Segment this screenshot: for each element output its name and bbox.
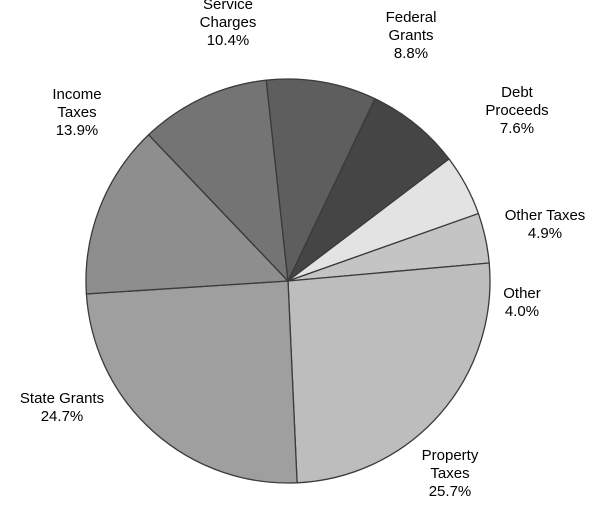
pie-slice <box>287 97 450 282</box>
slice-name-label: State Grants <box>20 390 104 407</box>
pie-slice <box>147 79 289 283</box>
slice-name-label: Service <box>203 0 253 13</box>
slice-name-label: Grants <box>388 27 433 44</box>
slice-value-label: 10.4% <box>207 32 250 49</box>
pie-slice <box>85 280 298 484</box>
slice-label: Income Taxes 13.9% <box>52 86 101 139</box>
slice-name-label: Other <box>503 285 541 302</box>
slice-label: Other Taxes 4.9% <box>505 207 586 242</box>
slice-value-label: 4.9% <box>528 225 562 242</box>
slice-value-label: 4.0% <box>505 303 539 320</box>
slice-name-label: Debt <box>501 84 534 101</box>
slice-name-label: Taxes <box>57 104 96 121</box>
slice-value-label: 24.7% <box>41 408 84 425</box>
pie-slice <box>287 262 491 484</box>
slice-value-label: 13.9% <box>56 122 99 139</box>
slice-label: Property Taxes 25.7% <box>422 447 479 500</box>
slice-label: Service Charges 10.4% <box>200 0 257 49</box>
slice-name-label: Charges <box>200 14 257 31</box>
slice-label: Other 4.0% <box>503 285 541 320</box>
slice-name-label: Taxes <box>430 465 469 482</box>
slice-label: Debt Proceeds 7.6% <box>485 84 548 137</box>
slice-label: State Grants 24.7% <box>20 390 104 425</box>
slice-name-label: Property <box>422 447 479 464</box>
pie-slice <box>85 133 290 295</box>
slice-value-label: 8.8% <box>394 45 428 62</box>
slice-name-label: Proceeds <box>485 102 548 119</box>
slice-name-label: Other Taxes <box>505 207 586 224</box>
slice-name-label: Income <box>52 86 101 103</box>
slice-labels: Debt Proceeds 7.6%Other Taxes 4.9%Other 4.0%… <box>20 0 585 500</box>
pie-slice <box>265 78 376 284</box>
slice-name-label: Federal <box>386 9 437 26</box>
slice-label: Federal Grants 8.8% <box>386 9 437 62</box>
slice-value-label: 25.7% <box>429 483 472 500</box>
slice-value-label: 7.6% <box>500 120 534 137</box>
pie-slices <box>85 78 491 484</box>
